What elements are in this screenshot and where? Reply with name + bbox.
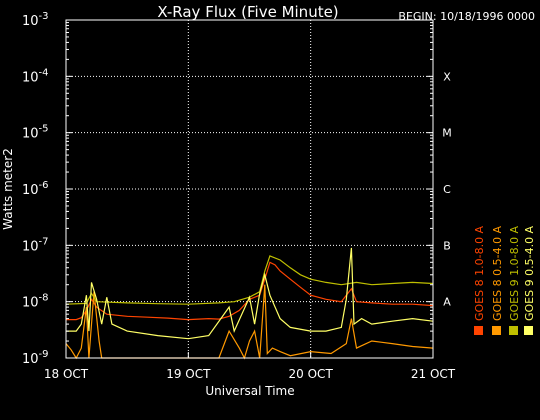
y-tick-base: 10 xyxy=(22,127,39,142)
y-tick-base: 10 xyxy=(22,70,39,85)
flare-class-label: C xyxy=(443,183,451,196)
y-tick-label: 10-8 xyxy=(22,293,49,311)
y-tick-exponent: -9 xyxy=(39,349,49,360)
legend-swatch xyxy=(524,326,533,335)
legend-label: GOES 9 1.0-8.0 A xyxy=(508,225,521,321)
y-tick-exponent: -3 xyxy=(39,11,49,22)
x-tick-label: 18 OCT xyxy=(44,367,89,381)
series-line xyxy=(65,284,434,360)
legend-swatch xyxy=(474,326,483,335)
y-tick-base: 10 xyxy=(22,14,39,29)
gridlines xyxy=(66,20,433,358)
series-lines xyxy=(65,247,434,360)
y-tick-label: 10-7 xyxy=(22,236,49,254)
y-tick-base: 10 xyxy=(22,352,39,367)
y-tick-exponent: -5 xyxy=(39,124,49,135)
y-axis-label: Watts meter2 xyxy=(1,148,15,230)
flare-class-label: M xyxy=(442,127,452,140)
chart-title: X-Ray Flux (Five Minute) xyxy=(157,3,338,21)
legend-label: GOES 8 1.0-8.0 A xyxy=(473,225,486,321)
series-line xyxy=(66,247,434,340)
y-axis-ticks: 10-910-810-710-610-510-410-3 xyxy=(22,11,433,367)
x-tick-label: 20 OCT xyxy=(289,367,334,381)
flare-class-label: B xyxy=(443,239,451,252)
legend-swatch xyxy=(492,326,501,335)
flare-class-label: A xyxy=(443,296,451,309)
x-tick-label: 19 OCT xyxy=(166,367,211,381)
legend-label: GOES 8 0.5-4.0 A xyxy=(491,225,504,321)
x-axis-ticks: 18 OCT 19 OCT 20 OCT 21 OCT xyxy=(44,352,456,381)
flare-class-labels: A B C M X xyxy=(442,70,452,308)
y-tick-base: 10 xyxy=(22,183,39,198)
flare-class-label: X xyxy=(443,70,451,83)
y-tick-label: 10-9 xyxy=(22,349,49,367)
y-tick-exponent: -4 xyxy=(39,67,49,78)
y-tick-exponent: -8 xyxy=(39,293,49,304)
y-tick-label: 10-5 xyxy=(22,124,49,142)
y-tick-base: 10 xyxy=(22,239,39,254)
series-line xyxy=(65,255,434,305)
y-tick-label: 10-3 xyxy=(22,11,49,29)
legend-swatch xyxy=(509,326,518,335)
y-tick-exponent: -6 xyxy=(39,180,49,191)
x-tick-label: 21 OCT xyxy=(411,367,456,381)
begin-label: BEGIN: 10/18/1996 0000 xyxy=(398,10,535,23)
y-tick-label: 10-4 xyxy=(22,67,49,85)
y-tick-base: 10 xyxy=(22,296,39,311)
legend-label: GOES 9 0.5-4.0 A xyxy=(523,225,536,321)
legend: GOES 8 1.0-8.0 A GOES 8 0.5-4.0 A GOES 9 1… xyxy=(473,225,536,335)
y-tick-label: 10-6 xyxy=(22,180,49,198)
y-tick-exponent: -7 xyxy=(39,236,49,247)
x-axis-label: Universal Time xyxy=(205,384,294,398)
